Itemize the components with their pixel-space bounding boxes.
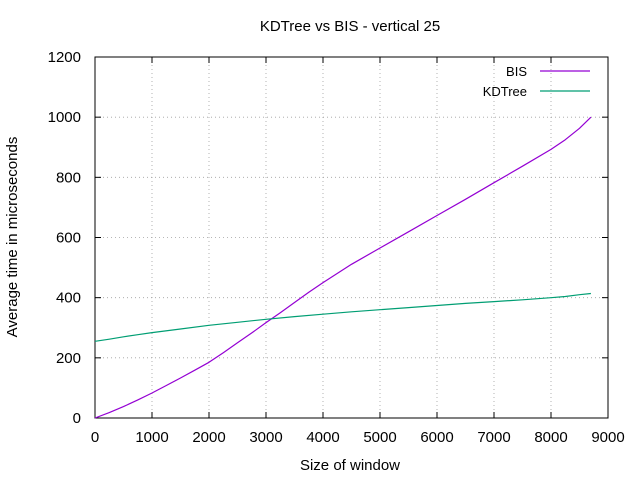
x-axis-label: Size of window: [300, 457, 400, 474]
plot-border: [94, 56, 609, 419]
y-axis-label: Average time in microseconds: [4, 137, 21, 338]
y-tick-label: 600: [56, 230, 81, 247]
x-tick-label: 1000: [135, 429, 168, 446]
y-tick-label: 1000: [48, 109, 81, 126]
legend-label-bis: BIS: [506, 64, 527, 79]
x-tick-label: 3000: [249, 429, 282, 446]
y-tick-label: 200: [56, 350, 81, 367]
legend-label-kdtree: KDTree: [483, 84, 527, 99]
y-tick-label: 400: [56, 290, 81, 307]
grid: [95, 57, 608, 418]
x-tick-label: 8000: [534, 429, 567, 446]
y-tick-label: 0: [73, 410, 81, 427]
y-tick-label: 800: [56, 169, 81, 186]
axes: 0 1000 2000 3000 4000 5000 6000 7000 8000 9000 0 20…: [48, 49, 625, 446]
x-tick-label: 7000: [477, 429, 510, 446]
series-lines: [94, 116, 592, 419]
chart-title: KDTree vs BIS - vertical 25: [260, 18, 440, 35]
x-tick-label: 6000: [420, 429, 453, 446]
x-tick-label: 4000: [306, 429, 339, 446]
series-line-bis: [94, 116, 592, 419]
y-tick-label: 1200: [48, 49, 81, 66]
x-tick-label: 9000: [591, 429, 624, 446]
series-line-kdtree: [94, 292, 591, 342]
legend: BIS KDTree: [483, 64, 590, 99]
x-tick-label: 5000: [363, 429, 396, 446]
x-tick-label: 0: [91, 429, 99, 446]
x-tick-label: 2000: [192, 429, 225, 446]
